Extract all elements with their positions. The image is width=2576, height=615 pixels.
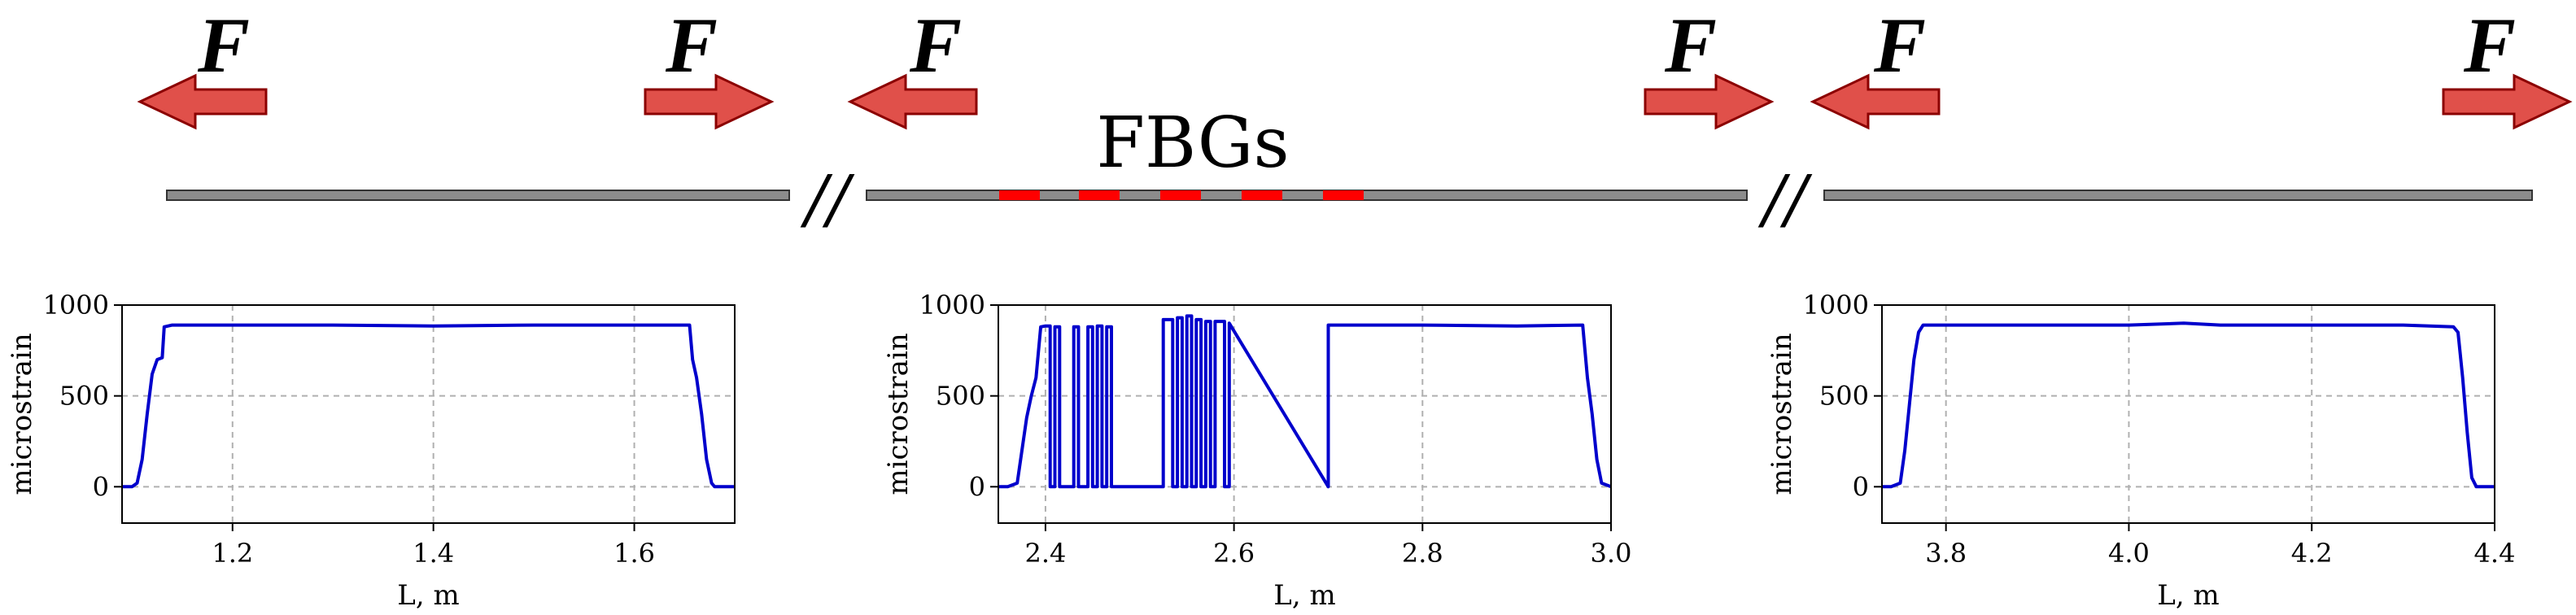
x-tick-label: 2.6	[1213, 538, 1255, 569]
strain-plot-middle: 2.4 2.6 2.8 3.0 0 500 1000 L, m microstrain	[882, 290, 1631, 612]
fiber-schematic: FBGs // //	[166, 102, 2533, 237]
force-arrow-left-3: F	[1810, 2, 1941, 130]
plot-frame	[998, 304, 1612, 524]
y-axis-label: microstrain	[1766, 333, 1798, 495]
plot-frame	[1881, 304, 2495, 524]
left-arrow-icon	[847, 73, 978, 130]
force-label-1: F	[197, 2, 250, 89]
fbg-grating-3	[1160, 190, 1201, 200]
x-tick-label: 4.4	[2474, 538, 2516, 569]
force-label-4: F	[1664, 2, 1717, 89]
force-arrow-left-2: F	[847, 2, 978, 130]
fbg-grating-5	[1323, 190, 1364, 200]
strain-plot-right: 3.8 4.0 4.2 4.4 0 500 1000 L, m microstrain	[1766, 290, 2515, 612]
force-arrow-right-3: F	[2442, 2, 2573, 130]
fiber-break-mark-1: //	[800, 161, 855, 237]
x-tick-label: 1.4	[413, 538, 454, 569]
y-axis-label: microstrain	[882, 333, 915, 495]
fbg-label: FBGs	[1096, 102, 1289, 184]
x-tick-label: 4.2	[2291, 538, 2333, 569]
x-tick-label: 1.2	[212, 538, 253, 569]
force-arrows: F F F F F F	[137, 2, 2573, 130]
x-axis-label: L, m	[1273, 579, 1335, 612]
strain-series-line	[122, 323, 735, 489]
fiber-segment-middle	[866, 190, 1748, 201]
y-tick-label: 1000	[43, 290, 109, 321]
y-tick-label: 1000	[919, 290, 985, 321]
fbg-grating-2	[1079, 190, 1120, 200]
y-tick-label: 0	[1853, 471, 1869, 502]
x-tick-label: 3.8	[1925, 538, 1967, 569]
strain-series-line	[998, 314, 1612, 489]
y-tick-label: 500	[59, 381, 109, 412]
y-tick-label: 0	[93, 471, 109, 502]
force-arrow-right-1: F	[644, 2, 775, 130]
fbg-grating-4	[1242, 190, 1282, 200]
x-axis-label: L, m	[397, 579, 459, 612]
y-tick-label: 500	[936, 381, 985, 412]
y-tick-label: 0	[969, 471, 985, 502]
left-arrow-icon	[137, 73, 268, 130]
right-arrow-icon	[1644, 73, 1775, 130]
x-tick-label: 3.0	[1591, 538, 1632, 569]
strain-series-line	[1882, 321, 2495, 489]
right-arrow-icon	[644, 73, 775, 130]
plot-frame	[121, 304, 736, 524]
x-tick-label: 1.6	[613, 538, 655, 569]
x-tick-label: 2.4	[1024, 538, 1066, 569]
y-axis-label: microstrain	[6, 333, 38, 495]
y-tick-label: 1000	[1803, 290, 1869, 321]
force-arrow-right-2: F	[1644, 2, 1775, 130]
force-arrow-left-1: F	[137, 2, 268, 130]
force-label-2: F	[665, 2, 718, 89]
right-arrow-icon	[2442, 73, 2573, 130]
y-tick-label: 500	[1819, 381, 1869, 412]
x-tick-label: 4.0	[2108, 538, 2150, 569]
x-axis-label: L, m	[2157, 579, 2219, 612]
fiber-segment-left	[166, 190, 790, 201]
force-label-6: F	[2463, 2, 2516, 89]
fbg-grating-1	[999, 190, 1040, 200]
fiber-segment-right	[1823, 190, 2533, 201]
fiber-break-mark-2: //	[1757, 161, 1813, 237]
left-arrow-icon	[1810, 73, 1941, 130]
x-tick-label: 2.8	[1402, 538, 1443, 569]
strain-plot-left: 1.2 1.4 1.6 0 500 1000 L, m microstrain	[6, 290, 736, 612]
force-label-5: F	[1873, 2, 1926, 89]
force-label-3: F	[909, 2, 962, 89]
